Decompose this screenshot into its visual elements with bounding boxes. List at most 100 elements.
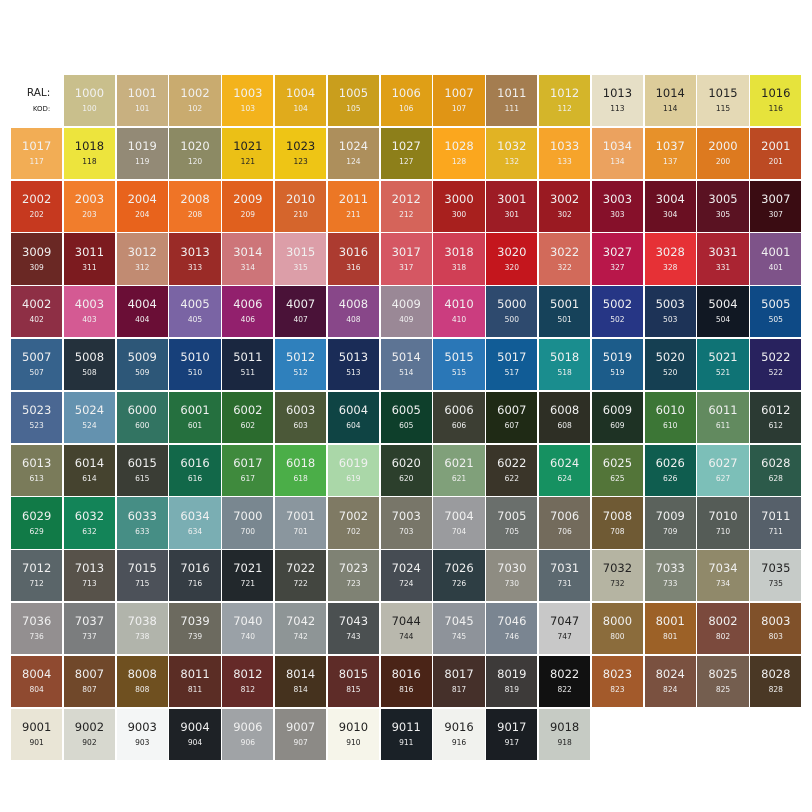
kod-number: 518 xyxy=(557,368,572,378)
color-swatch-1027: 1027 127 xyxy=(380,127,432,180)
color-swatch-8023: 8023 823 xyxy=(591,655,644,708)
color-swatch-7016: 7016 716 xyxy=(169,550,221,602)
kod-number: 918 xyxy=(557,737,572,747)
color-swatch-1021: 1021 121 xyxy=(222,127,274,180)
kod-number: 619 xyxy=(346,473,361,483)
ral-number: 9001 xyxy=(22,719,52,734)
ral-number: 7012 xyxy=(22,561,52,576)
kod-number: 317 xyxy=(399,262,414,272)
kod-number: 115 xyxy=(715,104,731,114)
color-swatch-5017: 5017 517 xyxy=(486,338,538,391)
ral-number: 2010 xyxy=(285,191,316,206)
kod-number: 307 xyxy=(768,209,783,219)
color-swatch-1002: 1002 102 xyxy=(169,75,221,127)
kod-number: 606 xyxy=(451,420,467,430)
color-swatch-5007: 5007 507 xyxy=(11,338,63,391)
color-swatch-7044: 7044 744 xyxy=(380,602,432,655)
ral-number: 5009 xyxy=(127,350,157,365)
kod-number: 745 xyxy=(451,632,467,642)
ral-number: 4001 xyxy=(761,244,791,259)
color-swatch-9002: 9002 902 xyxy=(63,708,116,760)
ral-number: 6033 xyxy=(127,508,157,523)
ral-number: 2002 xyxy=(22,191,52,206)
kod-number: 209 xyxy=(240,209,255,219)
ral-number: 7001 xyxy=(285,508,316,523)
color-swatch-6024: 6024 624 xyxy=(538,444,591,496)
ral-number: 3004 xyxy=(655,191,685,206)
ral-number: 4004 xyxy=(127,297,157,312)
ral-number: 1005 xyxy=(338,86,369,101)
kod-number: 804 xyxy=(29,684,44,694)
ral-number: 7046 xyxy=(497,614,527,629)
kod-number: 118 xyxy=(82,156,97,166)
ral-number: 8025 xyxy=(708,666,738,681)
kod-number: 313 xyxy=(187,262,203,272)
color-swatch-7006: 7006 706 xyxy=(538,497,591,549)
kod-number: 812 xyxy=(240,684,255,694)
color-swatch-8014: 8014 814 xyxy=(274,655,327,708)
ral-number: 3016 xyxy=(338,244,369,259)
color-swatch-8019: 8019 819 xyxy=(486,655,538,708)
ral-number: 7002 xyxy=(338,508,369,523)
color-swatch-3020: 3020 320 xyxy=(486,233,538,285)
kod-number: 706 xyxy=(557,526,572,536)
color-swatch-1037: 1037 137 xyxy=(644,127,696,180)
color-swatch-7043: 7043 743 xyxy=(327,602,380,655)
ral-number: 6027 xyxy=(708,455,738,470)
color-swatch-5023: 5023 523 xyxy=(11,391,63,444)
color-swatch-7036: 7036 736 xyxy=(11,602,63,655)
color-swatch-1000: 1000 100 xyxy=(63,75,116,127)
kod-number: 746 xyxy=(504,632,519,642)
color-swatch-1020: 1020 120 xyxy=(169,127,221,180)
kod-number: 521 xyxy=(715,368,731,378)
color-swatch-1017: 1017 117 xyxy=(11,127,63,180)
kod-number: 500 xyxy=(504,315,519,325)
kod-number: 106 xyxy=(399,104,414,114)
ral-number: 4009 xyxy=(391,297,421,312)
kod-number: 612 xyxy=(768,420,783,430)
ral-number: 1034 xyxy=(602,138,633,153)
kod-number: 917 xyxy=(504,737,519,747)
color-swatch-6027: 6027 627 xyxy=(697,444,749,496)
ral-number: 6019 xyxy=(338,455,369,470)
color-swatch-9017: 9017 917 xyxy=(486,708,538,760)
color-swatch-6012: 6012 612 xyxy=(750,391,802,444)
kod-number: 102 xyxy=(187,104,203,114)
kod-number: 111 xyxy=(504,104,519,114)
kod-number: 627 xyxy=(715,473,731,483)
ral-number: 5002 xyxy=(602,297,633,312)
color-swatch-6005: 6005 605 xyxy=(380,391,432,444)
ral-number: 7040 xyxy=(233,614,263,629)
color-swatch-7023: 7023 723 xyxy=(327,550,380,602)
ral-number: 7011 xyxy=(761,508,791,523)
kod-number: 132 xyxy=(504,156,519,166)
color-swatch-7001: 7001 701 xyxy=(274,497,327,549)
ral-number: 1003 xyxy=(233,86,263,101)
ral-number: 7034 xyxy=(708,561,738,576)
kod-number: 104 xyxy=(293,104,308,114)
ral-number: 9007 xyxy=(285,719,316,734)
kod-number: 803 xyxy=(768,632,783,642)
ral-number: 7005 xyxy=(497,508,527,523)
kod-number: 301 xyxy=(504,209,519,219)
kod-number: 405 xyxy=(187,315,203,325)
kod-number: 513 xyxy=(346,368,361,378)
kod-number: 300 xyxy=(451,209,467,219)
ral-number: 9006 xyxy=(233,719,263,734)
ral-number: 5000 xyxy=(497,297,527,312)
kod-number: 618 xyxy=(293,473,308,483)
ral-number: 7016 xyxy=(180,561,210,576)
kod-number: 747 xyxy=(557,632,572,642)
kod-number: 406 xyxy=(240,315,255,325)
kod-number: 711 xyxy=(768,526,783,536)
kod-number: 201 xyxy=(768,156,783,166)
kod-number: 124 xyxy=(346,156,361,166)
ral-number: 7022 xyxy=(285,561,316,576)
kod-number: 509 xyxy=(135,368,150,378)
kod-number: 704 xyxy=(451,526,467,536)
color-swatch-6028: 6028 628 xyxy=(750,444,802,496)
kod-number: 212 xyxy=(399,209,414,219)
kod-number: 208 xyxy=(187,209,203,219)
ral-number: 3018 xyxy=(444,244,474,259)
kod-number: 202 xyxy=(29,209,44,219)
